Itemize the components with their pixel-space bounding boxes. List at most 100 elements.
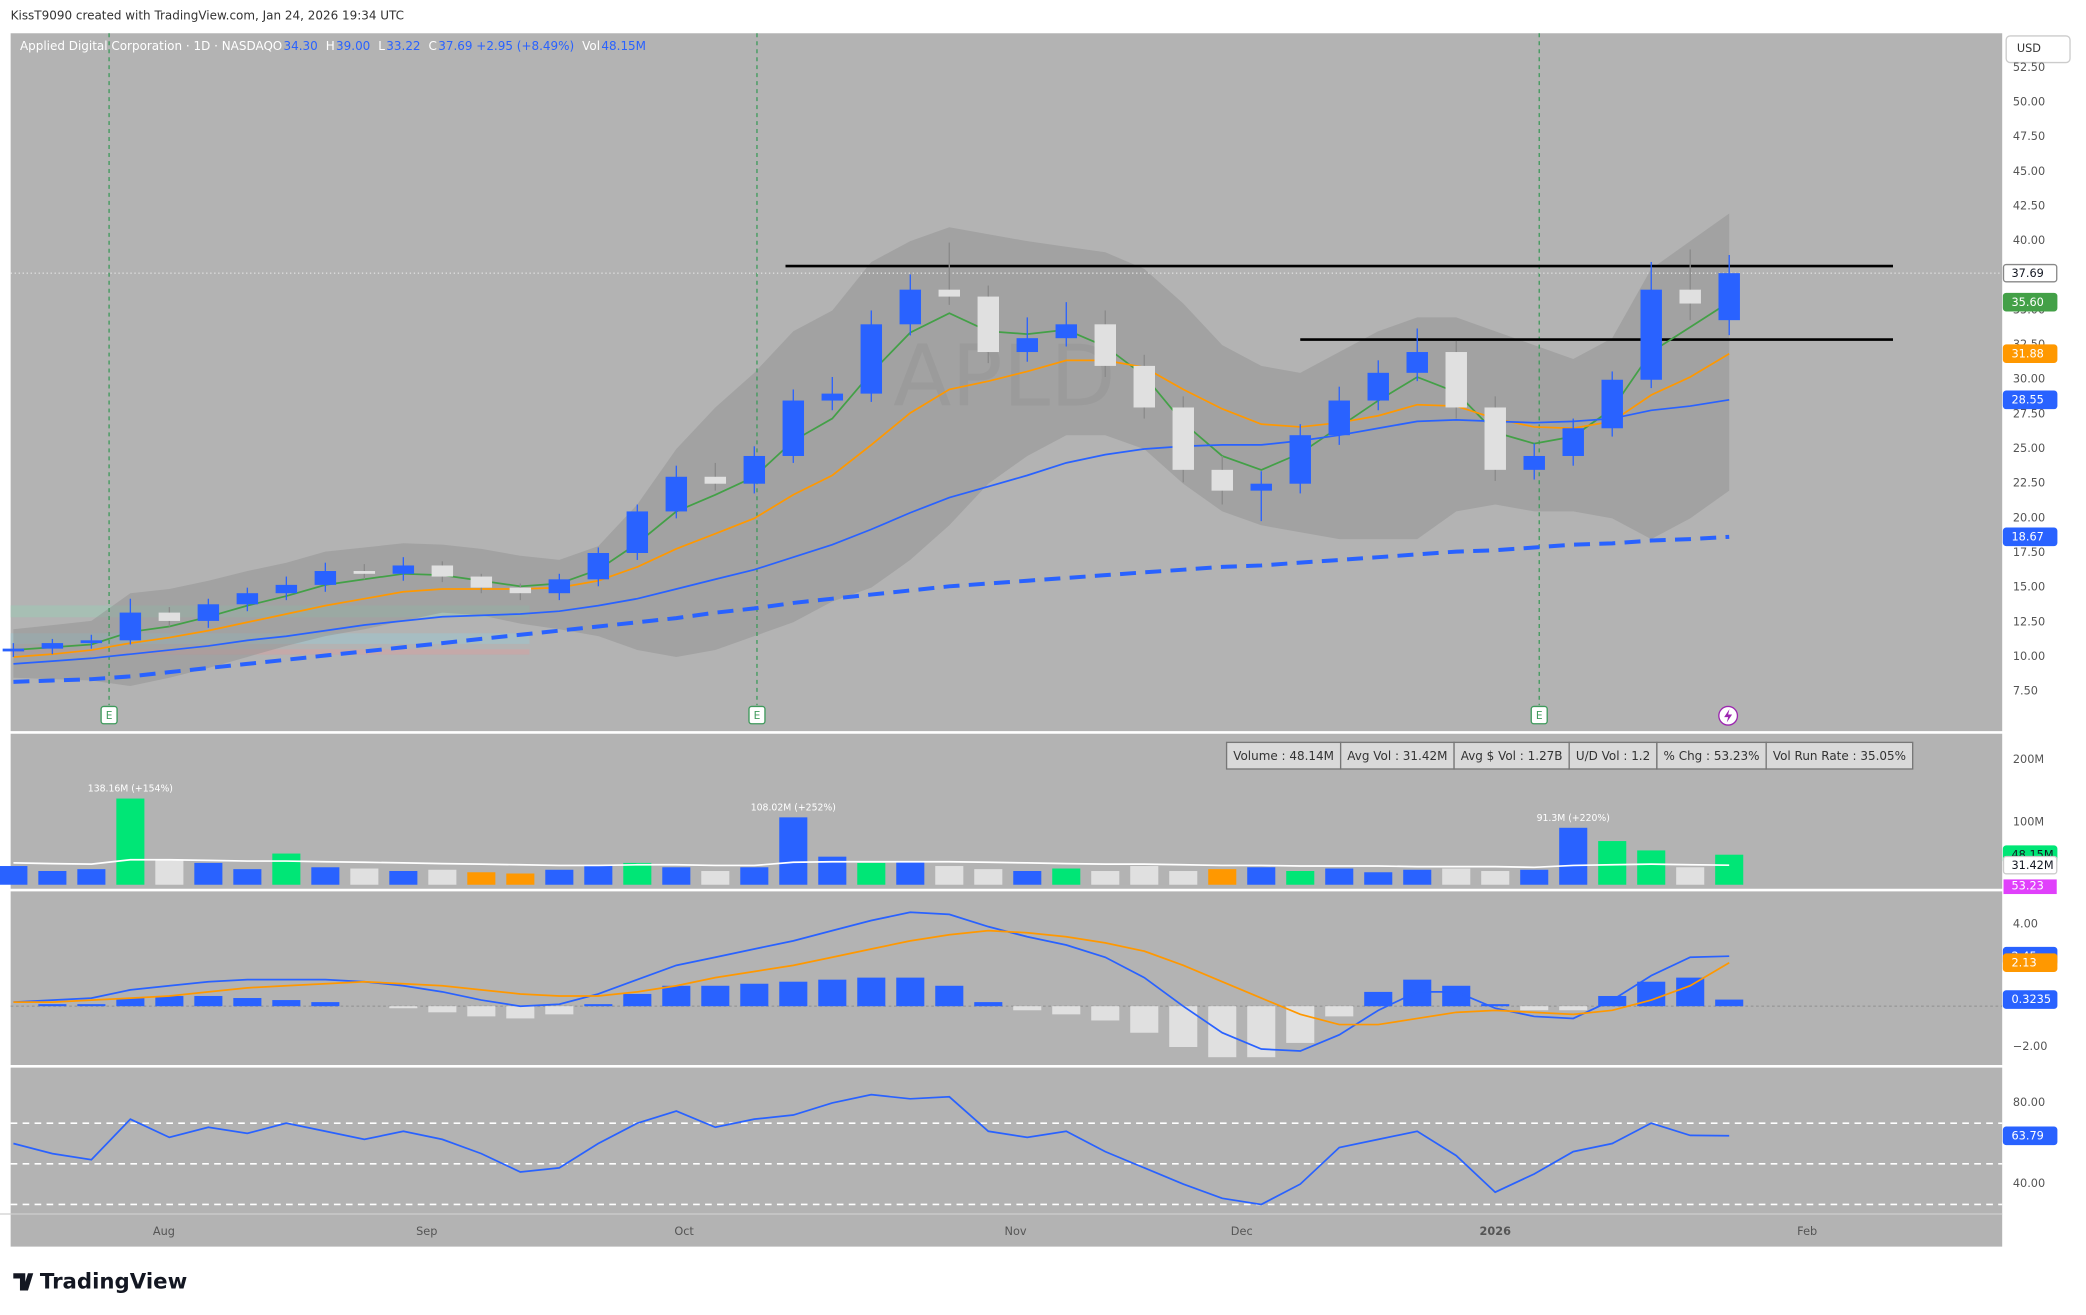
price-tag-label: 0.3235: [2012, 993, 2052, 1006]
volume-bar: [116, 798, 145, 885]
volume-bar: [1442, 868, 1471, 885]
marker-box: [748, 705, 766, 725]
stat-text: U/D Vol : 1.2: [1576, 749, 1650, 763]
credit: KissT9090 created with TradingView.com, …: [11, 8, 404, 22]
volume-label: 91.3M (+220%): [1537, 813, 1610, 824]
candle-body: [1484, 407, 1506, 470]
candle-body: [1445, 352, 1467, 408]
stat-box: [1656, 741, 1767, 770]
candle-body: [1367, 372, 1389, 401]
volume-bar: [896, 861, 925, 885]
price-tag-label: 63.79: [2012, 1129, 2044, 1142]
histogram-bar: [662, 985, 691, 1007]
candle-body: [587, 553, 610, 580]
histogram-bar: [974, 1002, 1003, 1007]
x-tick-label: Sep: [416, 1225, 437, 1238]
candle-body: [821, 393, 844, 401]
volume-bar: [38, 871, 67, 885]
y-tick-label: 40.00: [2013, 1177, 2045, 1190]
candle-body: [236, 593, 259, 605]
volume-bar: [857, 862, 886, 885]
volume-bar: [1559, 827, 1588, 885]
y-tick-label: 80.00: [2013, 1096, 2045, 1109]
candle-body: [314, 571, 337, 585]
volume-bar: [1325, 868, 1354, 885]
histogram-bar: [311, 1002, 340, 1007]
stat-box: [1765, 741, 1914, 770]
legend-key: C: [429, 39, 437, 53]
y-tick-label: 15.00: [2013, 581, 2045, 594]
price-tag-label: 37.69: [2012, 267, 2044, 280]
histogram-bar: [1052, 1006, 1081, 1015]
legend-value: 48.15M: [601, 39, 646, 53]
histogram-bar: [1403, 979, 1432, 1007]
candle-body: [275, 584, 298, 594]
volume-bar: [1013, 871, 1042, 885]
histogram-bar: [194, 995, 223, 1007]
histogram-bar: [1442, 985, 1471, 1007]
x-tick-label: Feb: [1797, 1225, 1817, 1238]
candle-body: [80, 640, 103, 644]
volume-label: 108.02M (+252%): [751, 803, 836, 814]
histogram-bar: [272, 1000, 301, 1007]
earnings-marker: E: [100, 705, 118, 725]
volume-bar: [662, 867, 691, 885]
y-tick-label: 12.50: [2013, 615, 2045, 628]
price-tag-label: 2.13: [2012, 956, 2037, 969]
y-tick-label: 50.00: [2013, 96, 2045, 109]
marker-text[interactable]: E: [106, 709, 113, 722]
legend-value: 39.00: [336, 39, 370, 53]
candle-body: [1523, 455, 1545, 470]
volume-bar: [779, 817, 808, 885]
legend-value: 34.30: [283, 39, 317, 53]
candle-body: [1406, 352, 1428, 373]
zone: [10, 649, 530, 655]
currency-button[interactable]: [2005, 35, 2071, 64]
histogram-bar: [545, 1006, 574, 1015]
candle-body: [704, 476, 727, 484]
candle-body: [743, 455, 766, 484]
zone: [10, 605, 530, 618]
stat-box: [1568, 741, 1658, 770]
volume-bar: [1052, 868, 1081, 885]
logo: TradingView: [13, 1270, 187, 1295]
moving-average: [13, 398, 1730, 665]
candle-body: [1016, 338, 1039, 353]
pct-tag: [2003, 879, 2057, 895]
volume-bar: [389, 871, 418, 885]
volume-bar: [428, 869, 457, 885]
marker-box: [100, 705, 118, 725]
y-tick-label: 45.00: [2013, 165, 2045, 178]
y-tick-label: 27.50: [2013, 407, 2045, 420]
candle-body: [1172, 407, 1194, 470]
price-tag: [2002, 263, 2058, 283]
candle-body: [158, 612, 181, 621]
candle-body: [977, 296, 1000, 353]
volume-bar: [740, 867, 769, 885]
volume-bar: [311, 867, 340, 885]
candle-body: [1679, 289, 1701, 304]
currency[interactable]: USD: [2017, 42, 2041, 55]
marker-text[interactable]: E: [1536, 709, 1543, 722]
x-tick-label: 2026: [1480, 1225, 1512, 1238]
volume-bar: [974, 869, 1003, 885]
candle-body: [1250, 483, 1272, 491]
candle-body: [392, 565, 415, 574]
legend-value: 33.22: [386, 39, 420, 53]
volume-bar: [1169, 871, 1198, 885]
earnings-marker: E: [1530, 705, 1548, 725]
x-tick-label: Aug: [153, 1225, 175, 1238]
x-tick-label: Oct: [674, 1225, 694, 1238]
candle-body: [470, 576, 493, 588]
histogram-bar: [116, 998, 145, 1007]
histogram-bar: [623, 993, 652, 1007]
y-tick-label: 4.00: [2013, 918, 2038, 931]
legend-value: 37.69 +2.95 (+8.49%): [438, 39, 574, 53]
volume-bar: [584, 866, 613, 885]
price-tag: [2002, 292, 2058, 312]
histogram-bar: [1091, 1006, 1120, 1021]
stat-box: [1453, 741, 1570, 770]
marker-text[interactable]: E: [754, 709, 761, 722]
candle-body: [431, 565, 454, 577]
price-tag-label: 28.55: [2012, 394, 2044, 407]
